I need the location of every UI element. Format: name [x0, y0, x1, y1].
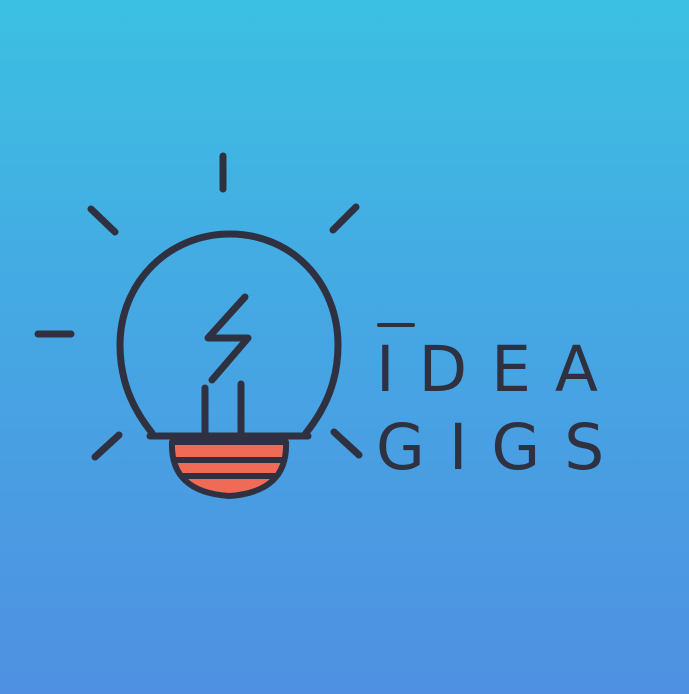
wordmark-line-gigs: GIGS — [376, 416, 628, 479]
ray-bottom-right — [330, 428, 363, 459]
ray-top-left — [87, 205, 119, 236]
wordmark-line-idea: IDEA — [376, 323, 622, 401]
ray-top-right — [329, 203, 360, 234]
bulb-socket — [168, 439, 290, 499]
i-overline — [377, 323, 415, 327]
bulb-outline — [116, 230, 342, 437]
filament-bolt — [204, 293, 252, 384]
ray-bottom-left — [91, 431, 123, 461]
wordmark-text-idea: IDEA — [376, 333, 622, 406]
wordmark-text-gigs: GIGS — [376, 411, 629, 484]
